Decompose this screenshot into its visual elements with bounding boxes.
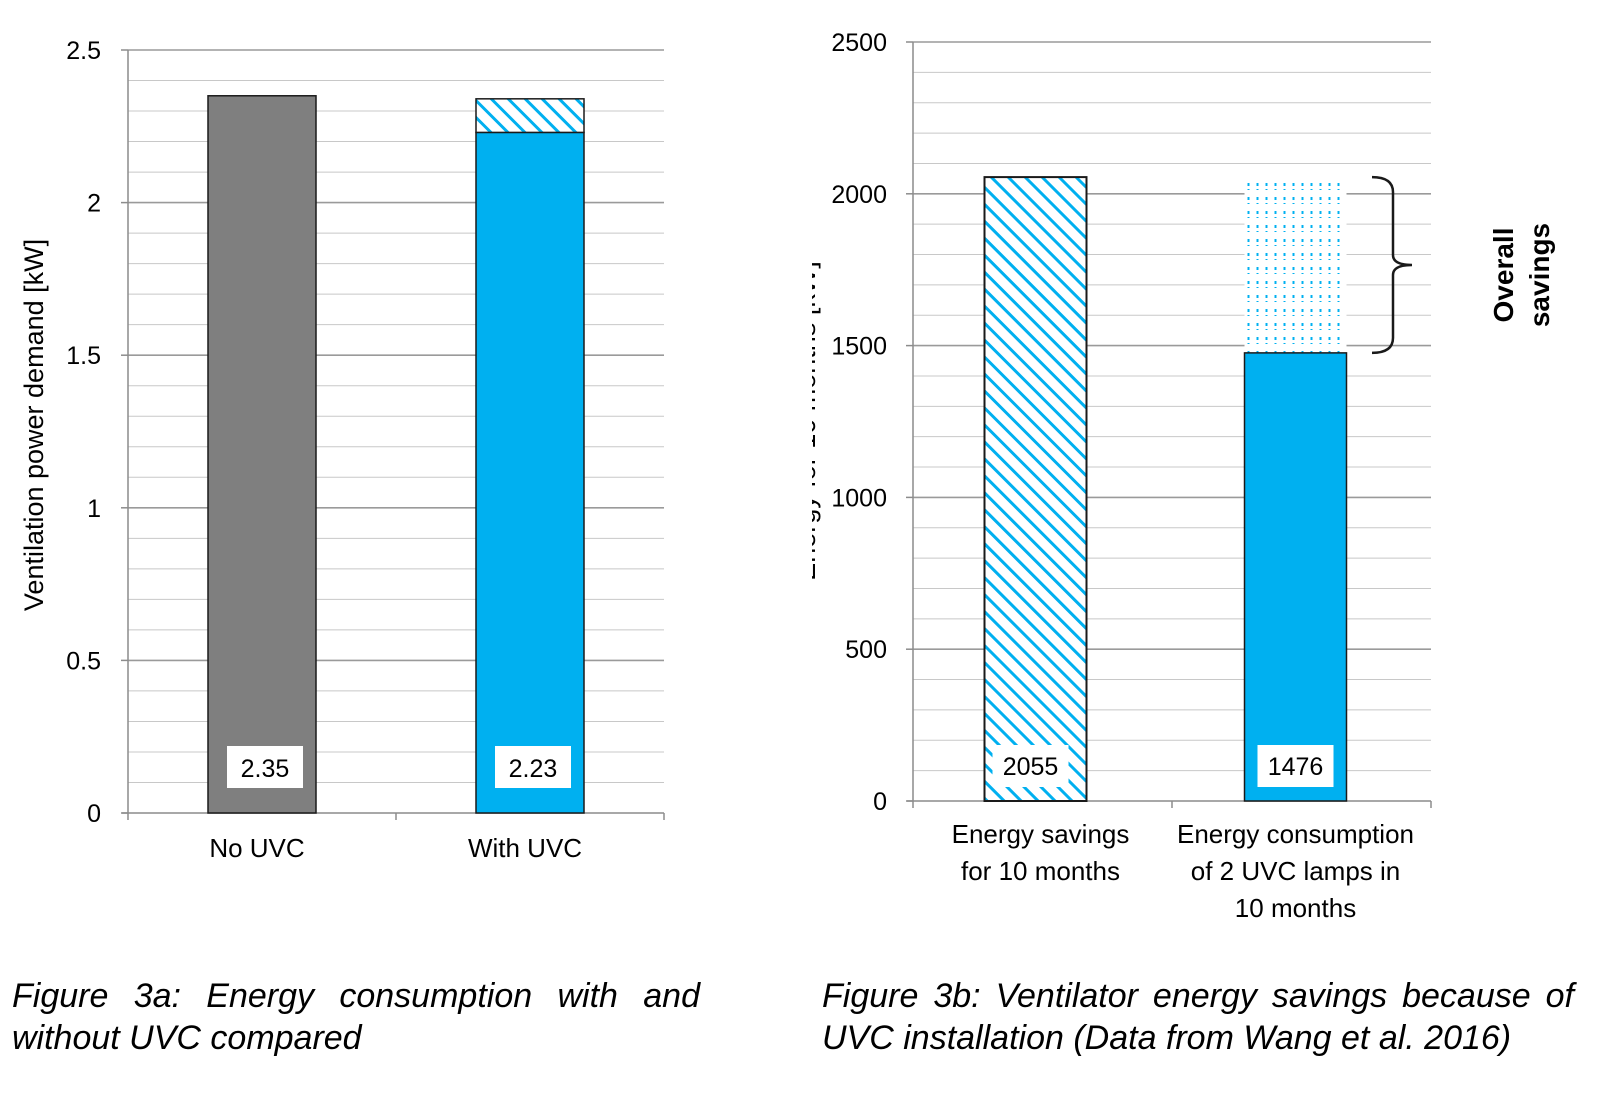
y-tick-label: 2 xyxy=(87,190,101,218)
x-tick-label: Energy savings xyxy=(952,819,1130,849)
data-label: 2.23 xyxy=(509,755,558,783)
y-axis-label: Ventilation power demand [kW] xyxy=(19,239,49,611)
y-tick-label: 0.5 xyxy=(66,647,101,675)
chart-3a: 0 0.5 1 1.5 2 2.5 No UVC With UVC 2.35 2.23 Ven… xyxy=(19,37,665,863)
data-labels: 2055 1476 xyxy=(992,745,1334,787)
figure-caption-3b: Figure 3b: Ventilator energy savings bec… xyxy=(822,977,1574,1057)
y-tick-label: 0 xyxy=(87,800,101,828)
data-label: 2055 xyxy=(1003,753,1059,781)
y-tick-label: 500 xyxy=(845,636,887,664)
data-label-box xyxy=(992,745,1069,787)
chart-3b: 0 500 1000 1500 2000 2500 Energy savings for 1… xyxy=(812,29,1432,923)
y-tick-label: 2500 xyxy=(831,29,887,57)
curly-brace xyxy=(1371,175,1413,355)
data-label-box xyxy=(227,746,303,788)
data-label-box xyxy=(495,746,571,788)
overall-savings-bracket xyxy=(1371,175,1413,355)
y-tick-label: 1000 xyxy=(831,484,887,512)
y-tick-label: 2000 xyxy=(831,181,887,209)
bar-with-uvc xyxy=(475,131,585,814)
data-label-box xyxy=(1257,745,1334,787)
x-tick-label: No UVC xyxy=(209,833,304,863)
bar-uvc-lamp-consumption xyxy=(1243,352,1348,802)
y-tick-label: 1500 xyxy=(831,333,887,361)
annotation-line-2: savings xyxy=(1524,223,1555,327)
overall-savings-annotation: Overall savings xyxy=(1485,212,1605,332)
x-tick-label: With UVC xyxy=(468,833,582,863)
y-tick-label: 0 xyxy=(873,788,887,816)
bar-hatched-segment xyxy=(475,98,585,134)
bar-overall-savings-dotted xyxy=(1244,177,1347,353)
x-tick-label: for 10 months xyxy=(961,856,1120,886)
y-tick-label: 1 xyxy=(87,495,101,523)
y-tick-labels: 0 500 1000 1500 2000 2500 xyxy=(831,29,887,816)
bar-energy-savings xyxy=(983,176,1088,803)
bars xyxy=(207,95,585,814)
bars xyxy=(983,176,1348,803)
y-axis-label: Energy for 10 months [kW] xyxy=(812,261,821,581)
x-tick-labels: Energy savings for 10 months Energy consum… xyxy=(952,819,1414,923)
data-labels: 2.35 2.23 xyxy=(227,746,571,788)
bar-no-uvc xyxy=(207,95,317,814)
data-label: 2.35 xyxy=(241,755,290,783)
y-tick-label: 2.5 xyxy=(66,37,101,65)
annotation-line-1: Overall xyxy=(1488,228,1519,323)
y-tick-label: 1.5 xyxy=(66,342,101,370)
data-label: 1476 xyxy=(1268,753,1324,781)
figure-caption-3a: Figure 3a: Energy consumption with and w… xyxy=(12,977,700,1057)
x-tick-label: of 2 UVC lamps in xyxy=(1191,856,1401,886)
x-tick-labels: No UVC With UVC xyxy=(209,833,582,863)
y-tick-labels: 0 0.5 1 1.5 2 2.5 xyxy=(66,37,101,828)
x-tick-label: Energy consumption xyxy=(1177,819,1414,849)
x-tick-label: 10 months xyxy=(1235,893,1356,923)
